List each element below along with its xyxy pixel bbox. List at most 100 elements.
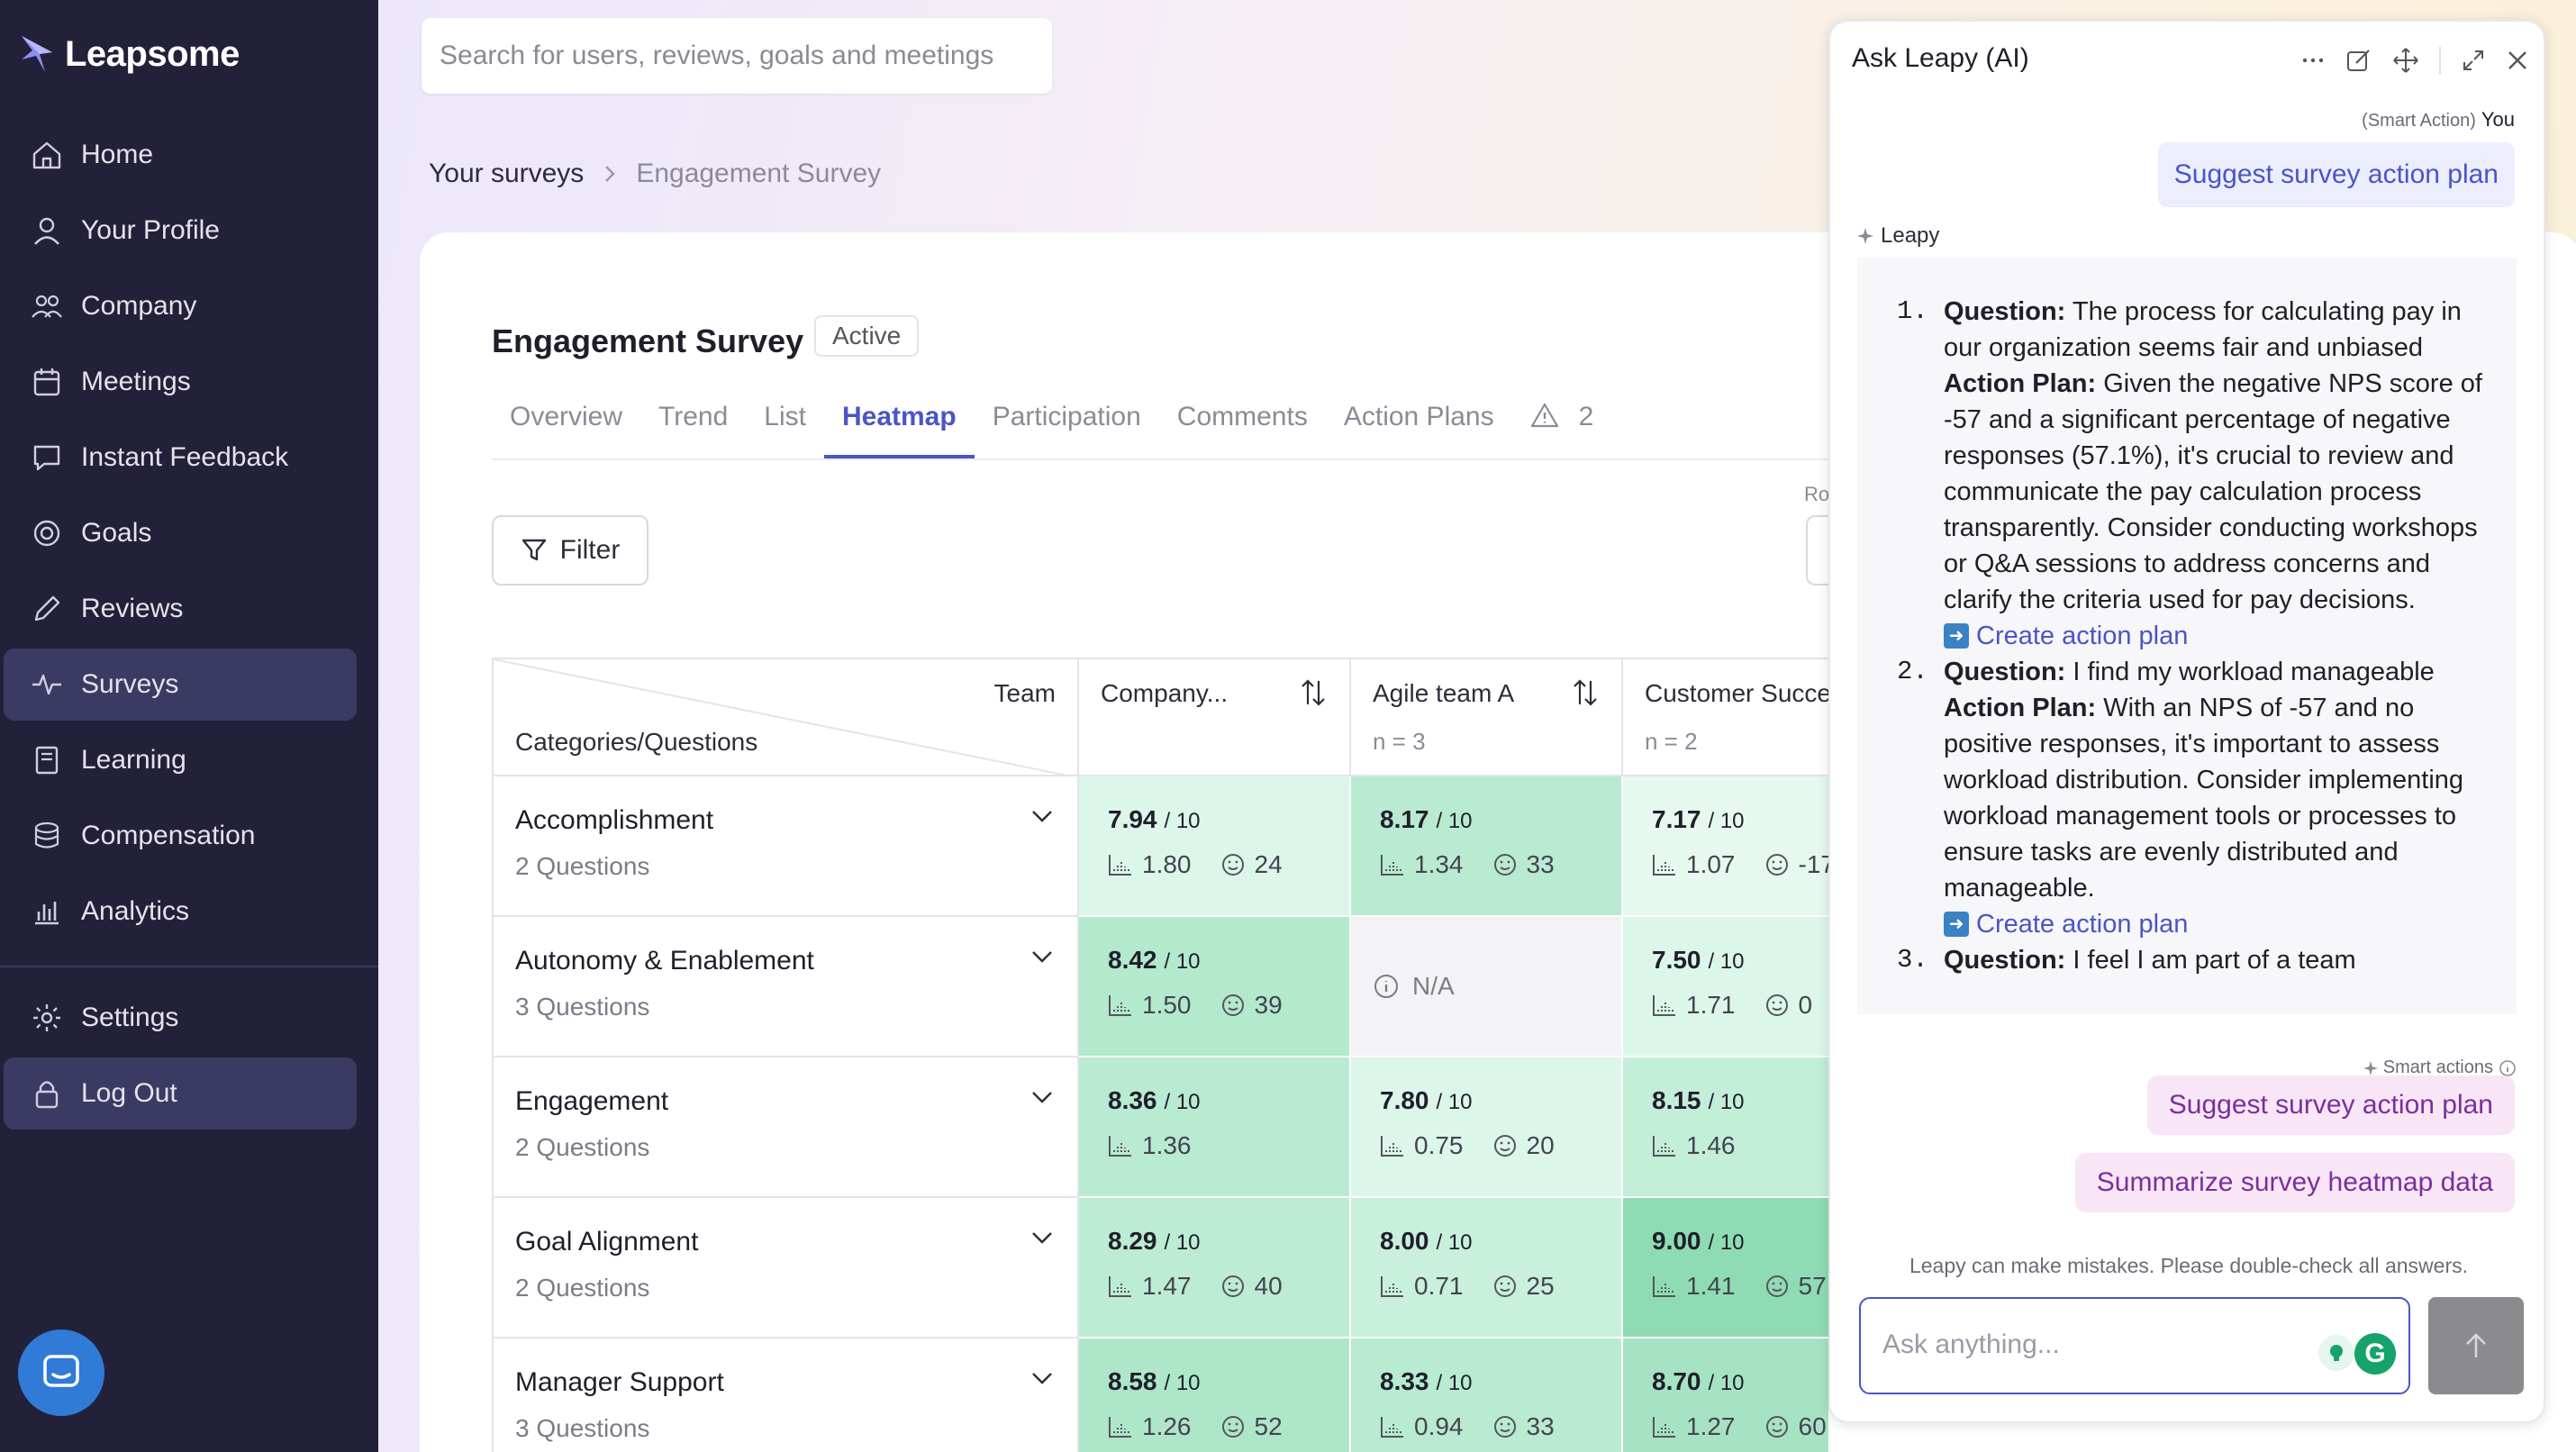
breadcrumb-current: Engagement Survey: [636, 159, 882, 188]
sidebar-item-label: Your Profile: [81, 215, 220, 245]
sort-icon[interactable]: [1299, 677, 1328, 708]
tab-participation[interactable]: Participation: [992, 402, 1141, 431]
heatmap-cell[interactable]: 9.00 / 10 1.41 57: [1623, 1198, 1828, 1339]
cell-stats: 1.50 39: [1108, 991, 1283, 1020]
score-scale: / 10: [1164, 949, 1201, 974]
ai-disclaimer: Leapy can make mistakes. Please double-c…: [1909, 1254, 2469, 1277]
chevron-down-icon[interactable]: [1030, 1090, 1054, 1104]
item-number: 1.: [1897, 296, 1928, 326]
chevron-down-icon[interactable]: [1030, 949, 1054, 964]
heatmap-cell[interactable]: 8.42 / 10 1.50 39: [1079, 917, 1351, 1057]
heatmap-row-header[interactable]: Autonomy & Enablement 3 Questions: [492, 917, 1079, 1057]
send-button[interactable]: [2428, 1297, 2524, 1394]
heatmap-cell[interactable]: 8.70 / 10 1.27 60: [1623, 1339, 1828, 1452]
na-label: N/A: [1412, 972, 1455, 1000]
ai-chat-input[interactable]: Ask anything... G: [1859, 1297, 2410, 1394]
expand-icon[interactable]: [2461, 48, 2486, 73]
heatmap-column-header[interactable]: Customer Succe n = 2: [1623, 658, 1828, 776]
chevron-down-icon[interactable]: [1030, 809, 1054, 823]
sidebar-item-home[interactable]: Home: [4, 119, 357, 191]
no-data: N/A: [1373, 917, 1455, 1056]
smart-action-suggest-plan[interactable]: Suggest survey action plan: [2146, 1075, 2515, 1135]
sidebar-item-log-out[interactable]: Log Out: [4, 1057, 357, 1130]
smart-action-summarize-heatmap[interactable]: Summarize survey heatmap data: [2074, 1153, 2515, 1212]
heatmap-cell[interactable]: N/A: [1351, 917, 1623, 1057]
deviation-icon: [1653, 855, 1675, 876]
heatmap-cell[interactable]: 7.50 / 10 1.71 0: [1623, 917, 1828, 1057]
tab-action-plans[interactable]: Action Plans: [1343, 402, 1494, 431]
logo[interactable]: Leapsome: [20, 32, 240, 76]
tab-comments[interactable]: Comments: [1176, 402, 1308, 431]
sidebar-item-goals[interactable]: Goals: [4, 497, 357, 569]
tab-heatmap[interactable]: Heatmap: [823, 396, 975, 459]
nps-smiley-icon: [1765, 1275, 1788, 1297]
close-icon[interactable]: [2506, 49, 2529, 72]
chevron-down-icon[interactable]: [1030, 1230, 1054, 1245]
assistant-name: Leapy: [1881, 223, 1940, 248]
global-search-input[interactable]: Search for users, reviews, goals and mee…: [422, 18, 1052, 94]
sidebar-item-settings[interactable]: Settings: [4, 982, 357, 1054]
nps-score: 24: [1254, 850, 1283, 878]
chevron-down-icon[interactable]: [1030, 1371, 1054, 1385]
heatmap-cell[interactable]: 7.17 / 10 1.07 -17: [1623, 776, 1828, 917]
smart-action-tag: (Smart Action): [2362, 111, 2476, 131]
sidebar-item-compensation[interactable]: Compensation: [4, 800, 357, 872]
nps-score: -17: [1798, 850, 1829, 878]
category-name: Goal Alignment: [515, 1227, 699, 1257]
sidebar-item-analytics[interactable]: Analytics: [4, 876, 357, 948]
deviation-icon: [1109, 1417, 1131, 1438]
score-value: 7.50: [1652, 946, 1701, 974]
heatmap-row-header[interactable]: Accomplishment 2 Questions: [492, 776, 1079, 917]
heatmap-cell[interactable]: 7.80 / 10 0.75 20: [1351, 1057, 1623, 1198]
tab-warnings[interactable]: 2: [1530, 396, 1593, 459]
breadcrumb-parent-link[interactable]: Your surveys: [429, 159, 585, 188]
average-score: 7.94 / 10: [1108, 805, 1201, 834]
heatmap-column-header[interactable]: Company...: [1079, 658, 1351, 776]
info-icon[interactable]: [2499, 1059, 2517, 1077]
score-value: 8.70: [1652, 1367, 1701, 1395]
heatmap-row-header[interactable]: Manager Support 3 Questions: [492, 1339, 1079, 1452]
team-name: Customer Succe: [1645, 679, 1828, 707]
sidebar-item-learning[interactable]: Learning: [4, 724, 357, 796]
heatmap-cell[interactable]: 8.00 / 10 0.71 25: [1351, 1198, 1623, 1339]
average-score: 8.33 / 10: [1380, 1367, 1473, 1396]
support-chat-button[interactable]: [18, 1329, 104, 1416]
sidebar-item-instant-feedback[interactable]: Instant Feedback: [4, 422, 357, 494]
question-label: Question:: [1944, 297, 2066, 326]
sidebar-item-your-profile[interactable]: Your Profile: [4, 195, 357, 267]
filter-button[interactable]: Filter: [492, 515, 649, 585]
move-icon[interactable]: [2392, 47, 2419, 74]
create-action-plan-link[interactable]: ➜ Create action plan: [1944, 618, 2499, 654]
tab-list[interactable]: List: [764, 402, 806, 431]
sidebar-item-company[interactable]: Company: [4, 270, 357, 342]
tab-trend[interactable]: Trend: [658, 402, 729, 431]
heatmap-row-header[interactable]: Engagement 2 Questions: [492, 1057, 1079, 1198]
heatmap-column-header[interactable]: Agile team A n = 3: [1351, 658, 1623, 776]
item-body: Question: I find my workload manageable A…: [1944, 654, 2499, 942]
rows-select[interactable]: [1806, 515, 1833, 585]
heatmap-cell[interactable]: 8.33 / 10 0.94 33: [1351, 1339, 1623, 1452]
create-action-plan-link[interactable]: ➜ Create action plan: [1944, 906, 2499, 942]
new-chat-icon[interactable]: [2345, 47, 2372, 74]
more-icon[interactable]: [2300, 48, 2326, 73]
heatmap-cell[interactable]: 8.58 / 10 1.26 52: [1079, 1339, 1351, 1452]
deviation-icon: [1109, 1276, 1131, 1297]
sidebar-item-reviews[interactable]: Reviews: [4, 573, 357, 645]
sort-icon[interactable]: [1571, 677, 1600, 708]
grammarly-icon[interactable]: G: [2354, 1333, 2396, 1375]
heatmap-cell[interactable]: 8.15 / 10 1.46: [1623, 1057, 1828, 1198]
average-score: 7.17 / 10: [1652, 805, 1745, 834]
heatmap-cell[interactable]: 7.94 / 10 1.80 24: [1079, 776, 1351, 917]
heatmap-cell[interactable]: 8.29 / 10 1.47 40: [1079, 1198, 1351, 1339]
ai-input-placeholder: Ask anything...: [1882, 1329, 2060, 1359]
std-deviation: 0.71: [1414, 1272, 1464, 1300]
sidebar-item-surveys[interactable]: Surveys: [4, 649, 357, 721]
heatmap-cell[interactable]: 8.17 / 10 1.34 33: [1351, 776, 1623, 917]
cell-stats: 1.41 57: [1652, 1272, 1827, 1301]
heatmap-cell[interactable]: 8.36 / 10 1.36: [1079, 1057, 1351, 1198]
lightbulb-icon[interactable]: [2318, 1335, 2354, 1371]
sidebar-item-meetings[interactable]: Meetings: [4, 346, 357, 418]
heatmap-row-header[interactable]: Goal Alignment 2 Questions: [492, 1198, 1079, 1339]
tab-overview[interactable]: Overview: [510, 402, 623, 431]
deviation-icon: [1653, 1276, 1675, 1297]
